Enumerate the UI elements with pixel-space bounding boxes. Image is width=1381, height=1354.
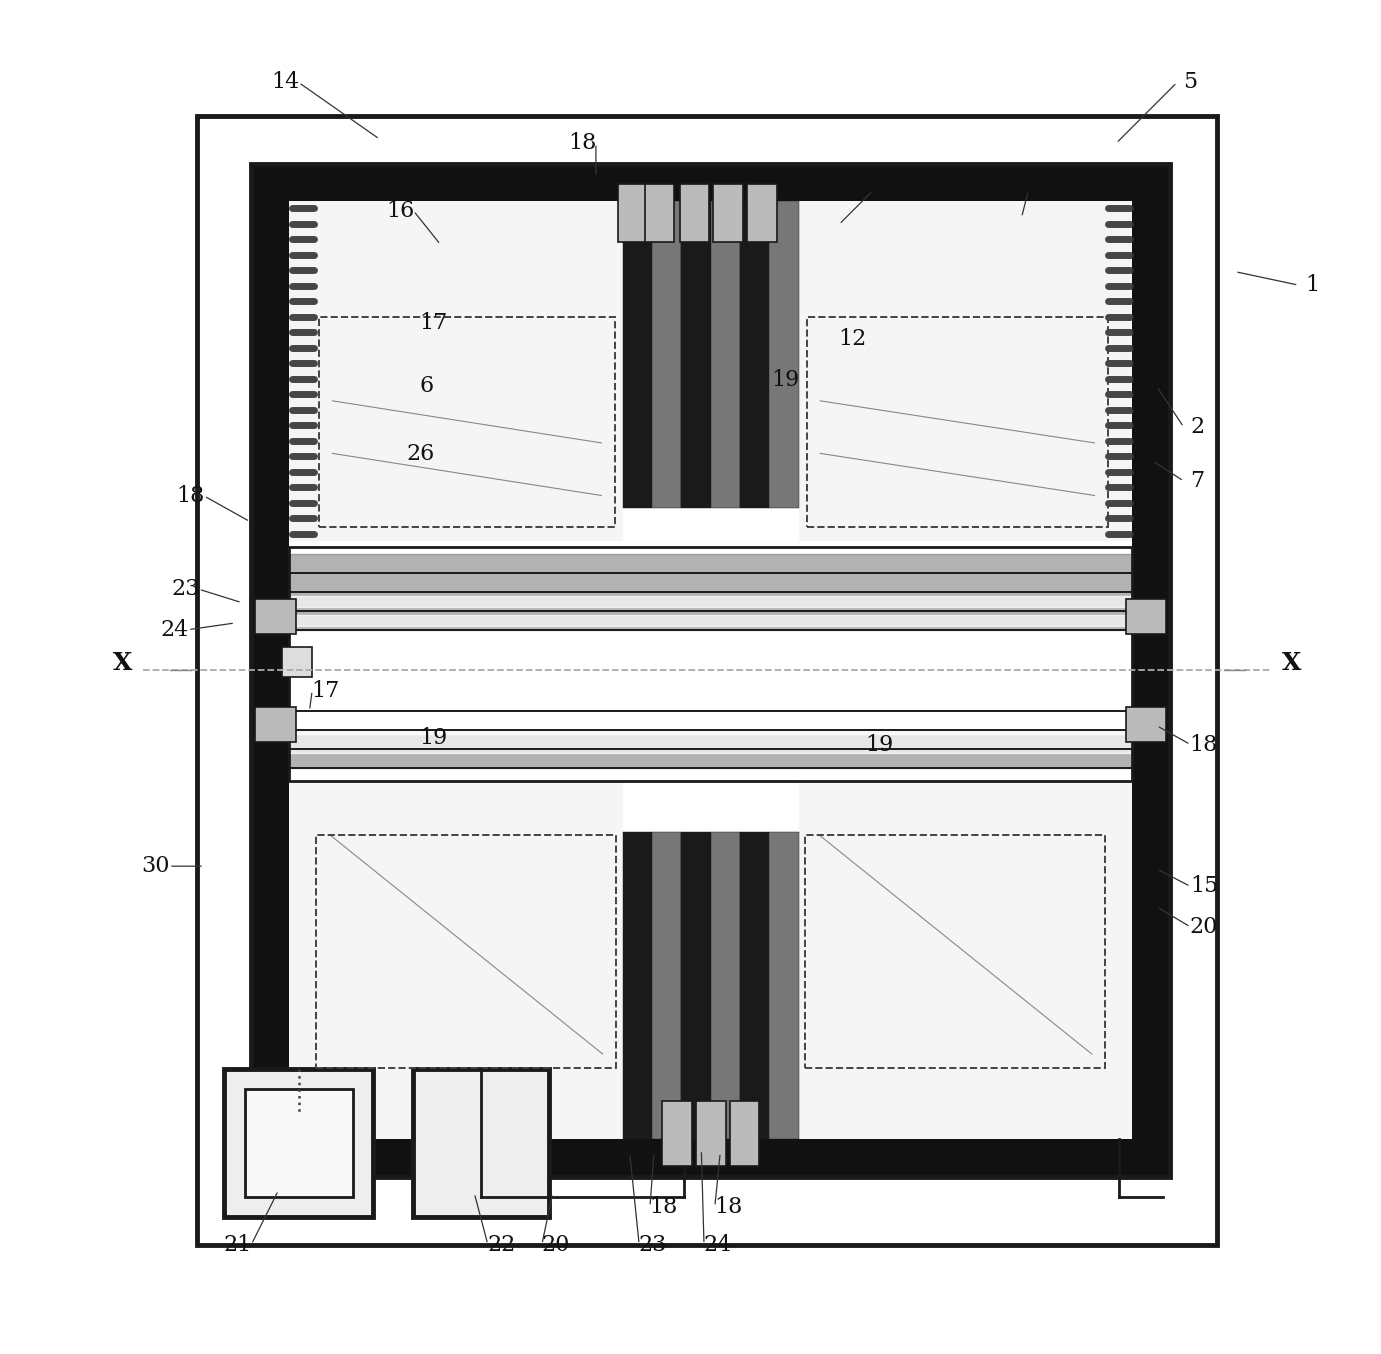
Bar xyxy=(289,547,1132,781)
Bar xyxy=(681,833,711,1139)
Bar xyxy=(251,164,1170,1177)
Text: 30: 30 xyxy=(141,856,170,877)
Bar xyxy=(255,707,296,742)
Bar xyxy=(729,1101,760,1166)
Text: 18: 18 xyxy=(649,1196,678,1217)
Bar xyxy=(696,1101,725,1166)
Text: 18: 18 xyxy=(714,1196,743,1217)
Bar xyxy=(805,835,1105,1067)
Text: 6: 6 xyxy=(420,375,434,398)
Text: 20: 20 xyxy=(541,1233,569,1255)
Text: 19: 19 xyxy=(866,734,894,756)
Bar xyxy=(255,598,296,634)
Text: 24: 24 xyxy=(703,1233,732,1255)
Text: 13: 13 xyxy=(873,180,900,202)
Text: 7: 7 xyxy=(1190,470,1204,492)
Bar xyxy=(769,833,798,1139)
Bar xyxy=(711,833,740,1139)
Text: 24: 24 xyxy=(160,619,188,640)
Bar xyxy=(283,647,312,677)
Bar xyxy=(807,317,1108,527)
Bar xyxy=(798,781,1132,1139)
Text: 20: 20 xyxy=(1190,915,1218,938)
Text: 16: 16 xyxy=(385,200,414,222)
Text: 1: 1 xyxy=(1305,274,1319,297)
Bar xyxy=(251,1139,1170,1177)
Text: 26: 26 xyxy=(406,443,435,464)
Bar xyxy=(798,202,1132,540)
Bar xyxy=(679,184,710,242)
Bar xyxy=(740,202,769,508)
Text: 23: 23 xyxy=(638,1233,667,1255)
Bar xyxy=(661,1101,692,1166)
Bar xyxy=(652,202,681,508)
Text: 12: 12 xyxy=(838,328,867,351)
Bar xyxy=(714,184,743,242)
Text: 23: 23 xyxy=(171,578,199,600)
Bar xyxy=(413,1068,548,1217)
Bar xyxy=(197,116,1218,1244)
Text: 14: 14 xyxy=(271,72,300,93)
Text: 22: 22 xyxy=(487,1233,515,1255)
Bar xyxy=(316,835,616,1067)
Text: 20: 20 xyxy=(1027,180,1056,202)
Bar xyxy=(251,164,1170,202)
Bar xyxy=(623,833,652,1139)
Bar xyxy=(244,1089,352,1197)
Text: 18: 18 xyxy=(1190,734,1218,756)
Text: 19: 19 xyxy=(420,727,447,749)
Text: 17: 17 xyxy=(312,680,340,701)
Bar xyxy=(1126,707,1166,742)
Bar xyxy=(769,202,798,508)
Bar xyxy=(740,833,769,1139)
Bar xyxy=(1132,164,1170,1177)
Text: 17: 17 xyxy=(420,311,447,334)
Bar xyxy=(617,184,648,242)
Text: X: X xyxy=(1282,651,1301,676)
Bar xyxy=(289,781,623,1139)
Text: X: X xyxy=(113,651,133,676)
Text: 2: 2 xyxy=(1190,416,1204,439)
Bar xyxy=(681,202,711,508)
Text: 5: 5 xyxy=(1184,72,1197,93)
Text: 15: 15 xyxy=(1190,876,1218,898)
Bar xyxy=(623,202,652,508)
Bar xyxy=(251,164,289,1177)
Bar xyxy=(319,317,615,527)
Text: 18: 18 xyxy=(568,133,597,154)
Bar xyxy=(652,833,681,1139)
Bar xyxy=(224,1068,373,1217)
Bar xyxy=(711,202,740,508)
Bar xyxy=(747,184,778,242)
Text: 18: 18 xyxy=(177,485,204,506)
Text: 21: 21 xyxy=(224,1233,251,1255)
Bar xyxy=(1126,598,1166,634)
Bar xyxy=(289,202,623,540)
Bar xyxy=(645,184,674,242)
Text: 19: 19 xyxy=(771,368,800,391)
